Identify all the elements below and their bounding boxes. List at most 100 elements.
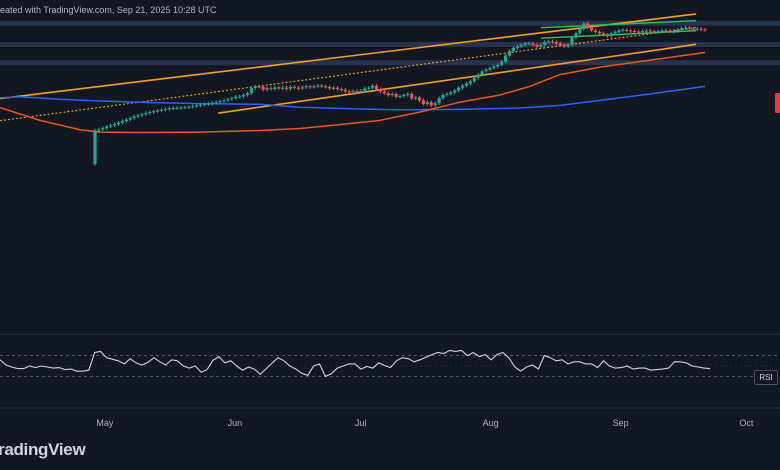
rsi-label-tag[interactable]: RSI bbox=[754, 370, 778, 385]
candle-body bbox=[457, 87, 461, 91]
candle-body bbox=[308, 86, 312, 88]
candle-body bbox=[414, 97, 418, 99]
candle-body bbox=[238, 96, 242, 98]
candle-body bbox=[492, 66, 496, 69]
candle-body bbox=[339, 89, 343, 91]
candle-body bbox=[527, 43, 531, 45]
candle-body bbox=[515, 46, 519, 48]
candle-body bbox=[367, 87, 371, 89]
flag-upper-line bbox=[540, 20, 697, 29]
candle-body bbox=[593, 30, 598, 32]
x-axis-label-jun: Jun bbox=[227, 418, 243, 428]
candle-body bbox=[410, 93, 414, 99]
candle-body bbox=[132, 116, 136, 119]
candle-body bbox=[597, 31, 602, 34]
candle-body bbox=[191, 106, 195, 108]
candle-body bbox=[652, 31, 656, 33]
candle-body bbox=[148, 112, 152, 114]
candle-body bbox=[300, 87, 304, 89]
candle-body bbox=[691, 28, 695, 30]
candle-body bbox=[285, 87, 289, 89]
candle-body bbox=[578, 29, 582, 34]
candle-body bbox=[347, 91, 351, 93]
candle-body bbox=[484, 69, 488, 72]
candle-body bbox=[120, 121, 124, 123]
candle-body bbox=[214, 102, 218, 104]
candle-body bbox=[558, 43, 562, 45]
candle-body bbox=[109, 125, 113, 127]
candle-body bbox=[245, 93, 250, 95]
candle-body bbox=[390, 93, 394, 95]
candle-body bbox=[402, 94, 406, 97]
candle-body bbox=[371, 85, 375, 88]
candle-body bbox=[304, 86, 308, 88]
candle-body bbox=[343, 89, 347, 92]
candle-body bbox=[609, 33, 613, 37]
candle-body bbox=[171, 107, 175, 109]
candle-body bbox=[546, 41, 551, 43]
candle-body bbox=[253, 86, 257, 89]
x-axis-label-may: May bbox=[96, 418, 114, 428]
candle-body bbox=[464, 83, 469, 86]
candle-body bbox=[206, 103, 210, 105]
candle-body bbox=[210, 102, 214, 104]
candle-body bbox=[668, 31, 672, 33]
candle-body bbox=[277, 87, 281, 89]
candle-body bbox=[468, 81, 472, 84]
candle-body bbox=[101, 128, 105, 130]
candle-body bbox=[703, 29, 707, 31]
resistance-zone-3 bbox=[0, 60, 780, 66]
x-axis-label-sep: Sep bbox=[612, 418, 629, 428]
candle-body bbox=[288, 87, 293, 89]
candle-body bbox=[472, 77, 476, 82]
candle-body bbox=[601, 33, 605, 35]
candle-body bbox=[554, 41, 559, 44]
candle-body bbox=[97, 129, 101, 131]
candle-body bbox=[155, 110, 160, 112]
candle-body bbox=[633, 31, 637, 33]
candle-body bbox=[128, 118, 132, 120]
candle-body bbox=[699, 28, 703, 30]
candle-body bbox=[355, 91, 359, 93]
candle-body bbox=[519, 44, 523, 47]
candle-body bbox=[281, 87, 285, 89]
candle-body bbox=[417, 97, 422, 101]
candle-body bbox=[265, 88, 269, 90]
candle-body bbox=[249, 88, 254, 94]
candle-body bbox=[625, 29, 629, 31]
candle-body bbox=[523, 43, 527, 45]
candle-body bbox=[429, 102, 433, 106]
candle-body bbox=[500, 61, 504, 65]
candle-body bbox=[292, 87, 297, 89]
candle-body bbox=[453, 90, 457, 93]
candle-body bbox=[531, 43, 535, 45]
candle-body bbox=[617, 30, 621, 32]
candle-body bbox=[445, 93, 449, 95]
candle-body bbox=[163, 109, 167, 111]
candle-body bbox=[386, 93, 390, 95]
candle-body bbox=[421, 100, 426, 104]
candle-body bbox=[136, 115, 140, 117]
moving-average-2 bbox=[0, 51, 706, 134]
candle-body bbox=[460, 85, 465, 88]
candle-body bbox=[586, 23, 590, 28]
candle-body bbox=[543, 41, 547, 45]
candle-body bbox=[394, 93, 398, 97]
candle-body bbox=[511, 47, 515, 51]
candle-body bbox=[476, 74, 480, 78]
candle-body bbox=[503, 55, 508, 62]
channel-midline bbox=[0, 27, 697, 122]
candle-body bbox=[93, 130, 97, 165]
candle-body bbox=[187, 106, 191, 108]
candle-body bbox=[449, 92, 453, 94]
candle-body bbox=[687, 27, 691, 29]
candle-body bbox=[640, 31, 645, 33]
candle-body bbox=[152, 111, 156, 113]
candle-body bbox=[535, 44, 539, 47]
x-axis-label-jul: Jul bbox=[354, 418, 367, 428]
candle-body bbox=[374, 85, 379, 90]
candle-body bbox=[382, 91, 386, 94]
candle-body bbox=[590, 27, 594, 31]
moving-average-1 bbox=[0, 85, 706, 111]
candle-body bbox=[679, 28, 684, 30]
